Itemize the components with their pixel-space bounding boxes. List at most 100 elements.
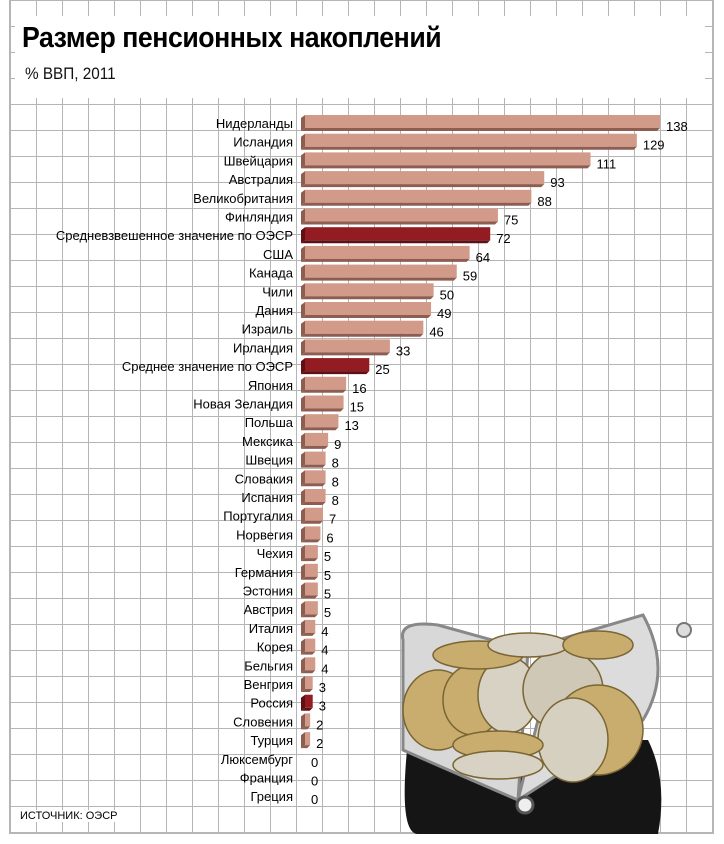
chart-subtitle: % ВВП, 2011 <box>25 64 116 83</box>
category-label: Россия <box>250 696 293 711</box>
value-label: 0 <box>311 755 318 770</box>
chart-title: Размер пенсионных накоплений <box>22 22 442 54</box>
bar <box>305 601 318 615</box>
bar-bottom <box>301 315 432 318</box>
bar-bottom <box>301 558 318 562</box>
bar-side <box>301 227 305 244</box>
bar-bottom <box>301 240 491 244</box>
category-label: Австралия <box>229 172 293 187</box>
value-label: 3 <box>319 680 326 695</box>
bar-bottom <box>301 427 339 431</box>
bar-bottom <box>301 128 660 131</box>
bar <box>305 189 532 203</box>
bar <box>305 302 432 315</box>
bar <box>305 152 591 166</box>
value-label: 4 <box>321 643 328 658</box>
bar-side <box>301 545 305 562</box>
bar <box>305 432 329 446</box>
bar-side <box>301 657 305 674</box>
value-label: 88 <box>537 194 551 209</box>
bar <box>305 451 326 465</box>
category-label: Швейцария <box>224 153 293 168</box>
value-label: 75 <box>504 213 518 228</box>
bar-bottom <box>301 277 457 281</box>
bar-side <box>301 619 305 636</box>
bar <box>305 657 316 671</box>
category-label: Корея <box>257 640 293 655</box>
bar <box>305 227 491 241</box>
bar <box>305 358 370 372</box>
category-label: Франция <box>240 771 293 786</box>
category-label: Словакия <box>235 471 293 486</box>
bar <box>305 489 326 502</box>
category-label: Среднее значение по ОЭСР <box>122 359 293 374</box>
bar <box>305 414 339 428</box>
bar <box>305 283 434 297</box>
bar-side <box>301 320 305 337</box>
category-label: Ирландия <box>233 340 293 355</box>
bar <box>305 732 311 746</box>
bar-side <box>301 264 305 281</box>
value-label: 5 <box>324 605 331 620</box>
value-label: 33 <box>396 343 410 358</box>
category-label: Венгрия <box>244 677 293 692</box>
value-label: 8 <box>332 493 339 508</box>
bar <box>305 208 498 222</box>
value-label: 5 <box>324 587 331 602</box>
bar-side <box>301 152 305 169</box>
value-label: 138 <box>666 119 688 134</box>
value-label: 46 <box>429 325 443 340</box>
bar-side <box>301 732 305 749</box>
bar <box>305 376 347 390</box>
value-label: 8 <box>332 474 339 489</box>
category-label: Средневзвешенное значение по ОЭСР <box>56 228 293 243</box>
category-label: Австрия <box>244 602 293 617</box>
bar <box>305 526 321 540</box>
category-label: Эстония <box>243 584 293 599</box>
value-label: 2 <box>316 717 323 732</box>
bar <box>305 245 470 259</box>
category-label: Чехия <box>257 546 293 561</box>
bar <box>305 264 457 278</box>
category-label: Польша <box>245 415 294 430</box>
category-label: Чили <box>262 284 293 299</box>
title-box <box>15 16 705 98</box>
value-label: 9 <box>334 437 341 452</box>
category-label: Испания <box>241 490 293 505</box>
bar-side <box>301 283 305 300</box>
bar-side <box>301 507 305 524</box>
bar-bottom <box>301 165 591 169</box>
coin-purse-image <box>400 613 692 834</box>
bar <box>305 713 311 727</box>
bar-side <box>301 133 305 150</box>
bar-bottom <box>301 464 326 468</box>
category-label: Израиль <box>242 322 294 337</box>
category-label: Норвегия <box>236 527 293 542</box>
value-label: 72 <box>496 231 510 246</box>
category-label: Новая Зеландия <box>193 397 293 412</box>
category-label: Португалия <box>223 509 293 524</box>
source-note: ИСТОЧНИК: ОЭСР <box>18 810 120 822</box>
bar <box>305 545 318 559</box>
bar-bottom <box>301 745 311 749</box>
bar-side <box>301 489 305 505</box>
bar-side <box>301 208 305 225</box>
bar-side <box>301 694 305 711</box>
bar-bottom <box>301 445 329 449</box>
bar-side <box>301 676 305 692</box>
value-label: 0 <box>311 792 318 807</box>
value-label: 59 <box>463 269 477 284</box>
bar-side <box>301 451 305 468</box>
bar <box>305 470 326 484</box>
value-label: 3 <box>319 699 326 714</box>
bar-bottom <box>301 689 313 692</box>
value-label: 49 <box>437 306 451 321</box>
bar-bottom <box>301 614 318 618</box>
category-label: Великобритания <box>193 191 293 206</box>
bar <box>305 339 390 353</box>
bar-bottom <box>301 502 326 505</box>
bar-bottom <box>301 483 326 487</box>
bar-side <box>301 376 305 393</box>
value-label: 6 <box>326 530 333 545</box>
bar-side <box>301 526 305 543</box>
